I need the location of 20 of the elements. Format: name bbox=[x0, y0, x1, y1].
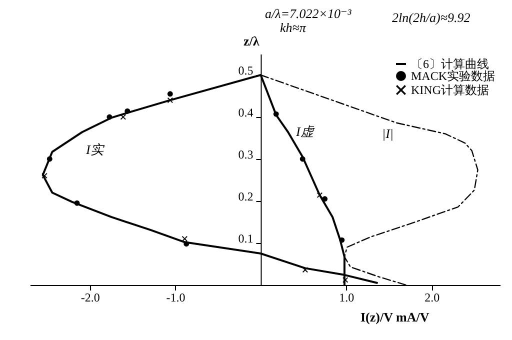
y-tick-label: 0.2 bbox=[238, 190, 254, 204]
text: 2ln(2h/a)≈9.92 bbox=[392, 10, 471, 25]
legend-label: MACK实验数据 bbox=[411, 69, 496, 83]
x-axis-title: I(z)/V mA/V bbox=[360, 310, 430, 324]
annotation: I实 bbox=[85, 142, 106, 157]
text: kh≈π bbox=[280, 20, 306, 35]
x-tick-label: -2.0 bbox=[80, 290, 100, 304]
annotation: I虚 bbox=[295, 124, 316, 139]
text: a/λ=7.022×10⁻³ bbox=[265, 6, 352, 21]
annotation: |I| bbox=[382, 126, 394, 141]
y-axis-title: z/λ bbox=[243, 34, 260, 48]
legend-label: KING计算数据 bbox=[411, 83, 489, 97]
y-tick-label: 0.4 bbox=[238, 106, 254, 120]
legend-label: 〔6〕计算曲线 bbox=[411, 57, 489, 71]
x-tick-label: 2.0 bbox=[424, 290, 440, 304]
y-tick-label: 0.1 bbox=[238, 232, 254, 246]
y-tick-label: 0.3 bbox=[238, 148, 254, 162]
x-tick-label: -1.0 bbox=[166, 290, 186, 304]
y-tick-label: 0.5 bbox=[238, 64, 254, 78]
x-tick-label: 1.0 bbox=[339, 290, 354, 304]
